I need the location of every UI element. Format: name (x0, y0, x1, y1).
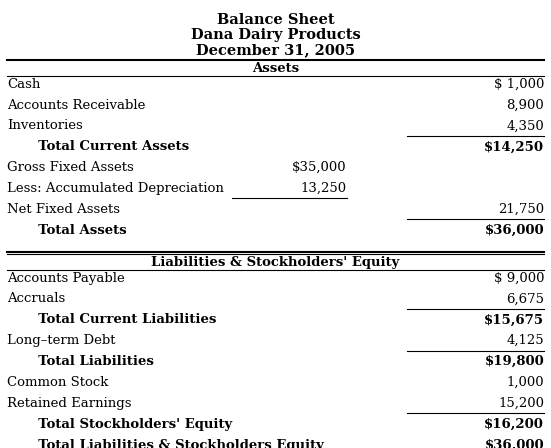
Text: Total Current Liabilities: Total Current Liabilities (29, 313, 216, 327)
Text: $15,675: $15,675 (484, 313, 544, 327)
Text: Total Current Assets: Total Current Assets (29, 140, 189, 153)
Text: Less: Accumulated Depreciation: Less: Accumulated Depreciation (7, 182, 224, 195)
Text: $36,000: $36,000 (484, 224, 544, 237)
Text: Total Liabilities & Stockholders Equity: Total Liabilities & Stockholders Equity (29, 439, 323, 448)
Text: Accruals: Accruals (7, 293, 65, 306)
Text: December 31, 2005: December 31, 2005 (196, 43, 355, 57)
Text: Accounts Receivable: Accounts Receivable (7, 99, 145, 112)
Text: 8,900: 8,900 (506, 99, 544, 112)
Text: $35,000: $35,000 (292, 161, 347, 174)
Text: 13,250: 13,250 (301, 182, 347, 195)
Text: Balance Sheet: Balance Sheet (217, 13, 334, 27)
Text: Common Stock: Common Stock (7, 376, 108, 389)
Text: $36,000: $36,000 (484, 439, 544, 448)
Text: Long–term Debt: Long–term Debt (7, 334, 115, 347)
Text: $ 1,000: $ 1,000 (494, 78, 544, 90)
Text: Dana Dairy Products: Dana Dairy Products (191, 28, 360, 42)
Text: Accounts Payable: Accounts Payable (7, 271, 125, 284)
Text: 6,675: 6,675 (506, 293, 544, 306)
Text: Liabilities & Stockholders' Equity: Liabilities & Stockholders' Equity (152, 255, 399, 268)
Text: $14,250: $14,250 (484, 140, 544, 153)
Text: Net Fixed Assets: Net Fixed Assets (7, 203, 120, 216)
Text: Total Assets: Total Assets (29, 224, 126, 237)
Text: $16,200: $16,200 (484, 418, 544, 431)
Text: 15,200: 15,200 (498, 397, 544, 410)
Text: 21,750: 21,750 (498, 203, 544, 216)
Text: Gross Fixed Assets: Gross Fixed Assets (7, 161, 134, 174)
Text: Total Liabilities: Total Liabilities (29, 355, 154, 368)
Text: $ 9,000: $ 9,000 (494, 271, 544, 284)
Text: 4,125: 4,125 (506, 334, 544, 347)
Text: 4,350: 4,350 (506, 120, 544, 133)
Text: Inventories: Inventories (7, 120, 83, 133)
Text: $19,800: $19,800 (484, 355, 544, 368)
Text: Retained Earnings: Retained Earnings (7, 397, 131, 410)
Text: Cash: Cash (7, 78, 40, 90)
Text: Total Stockholders' Equity: Total Stockholders' Equity (29, 418, 232, 431)
Text: Assets: Assets (252, 62, 299, 75)
Text: 1,000: 1,000 (506, 376, 544, 389)
